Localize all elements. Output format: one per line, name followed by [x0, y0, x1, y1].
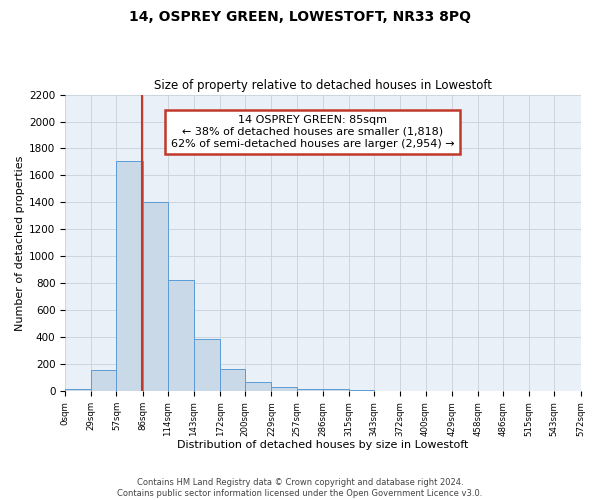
- Bar: [116, 160, 143, 391]
- Text: 14, OSPREY GREEN, LOWESTOFT, NR33 8PQ: 14, OSPREY GREEN, LOWESTOFT, NR33 8PQ: [129, 10, 471, 24]
- X-axis label: Distribution of detached houses by size in Lowestoft: Distribution of detached houses by size …: [177, 440, 469, 450]
- Bar: [143, 202, 168, 391]
- Bar: [271, 387, 296, 391]
- Bar: [323, 388, 349, 391]
- Bar: [168, 280, 194, 391]
- Bar: [349, 390, 374, 391]
- Text: 14 OSPREY GREEN: 85sqm
← 38% of detached houses are smaller (1,818)
62% of semi-: 14 OSPREY GREEN: 85sqm ← 38% of detached…: [170, 116, 454, 148]
- Title: Size of property relative to detached houses in Lowestoft: Size of property relative to detached ho…: [154, 79, 492, 92]
- Bar: [220, 369, 245, 391]
- Bar: [296, 388, 323, 391]
- Bar: [65, 389, 91, 391]
- Y-axis label: Number of detached properties: Number of detached properties: [15, 155, 25, 330]
- Bar: [91, 370, 116, 391]
- Bar: [194, 338, 220, 391]
- Bar: [245, 382, 271, 391]
- Text: Contains HM Land Registry data © Crown copyright and database right 2024.
Contai: Contains HM Land Registry data © Crown c…: [118, 478, 482, 498]
